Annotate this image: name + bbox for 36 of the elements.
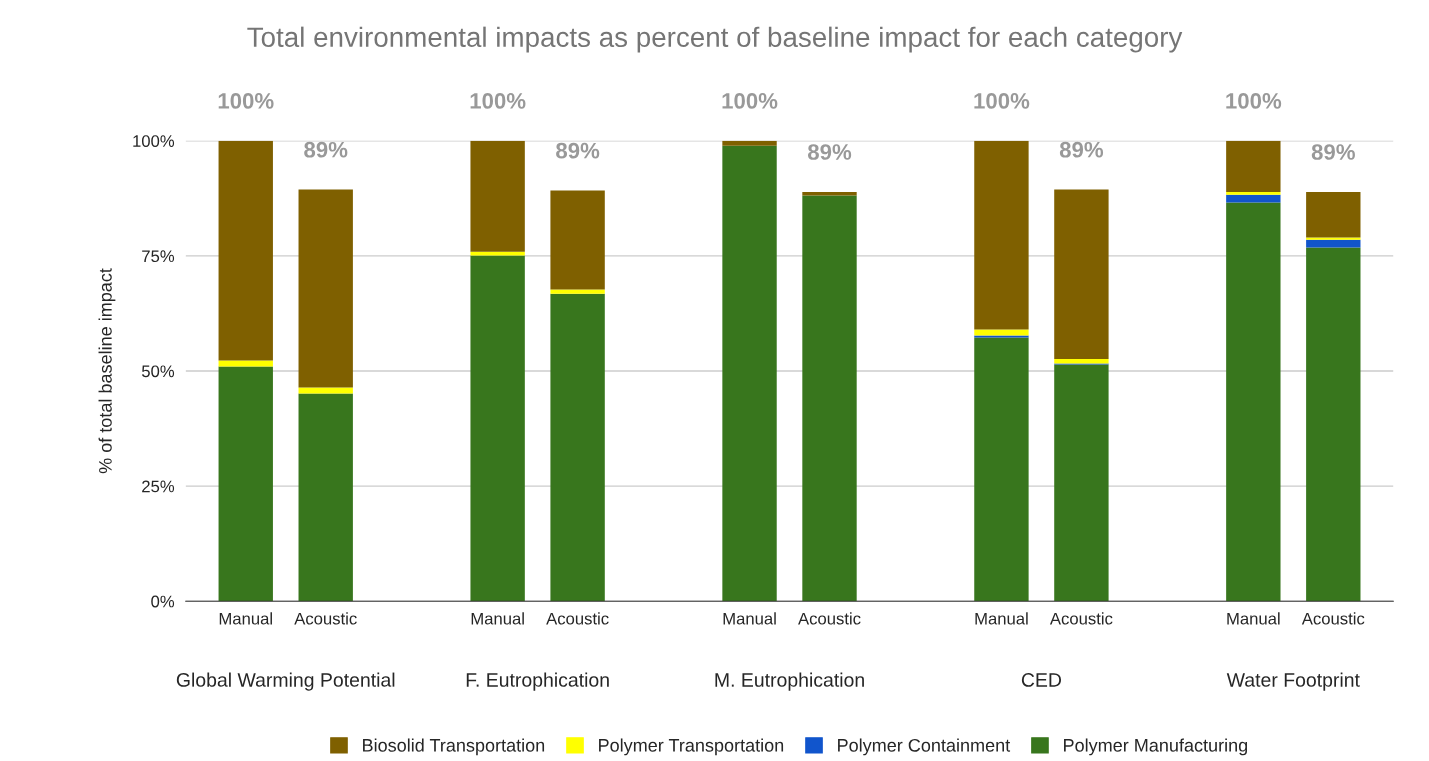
text: Water Footprint <box>1226 672 1360 691</box>
x-tick-label: Manual <box>723 612 776 625</box>
x-tick-label: Manual <box>471 612 524 625</box>
x-tick-label: Manual <box>1227 612 1280 625</box>
legend-label: Polymer Transportation <box>599 738 784 756</box>
total-label: 89% <box>807 144 852 160</box>
text: Global Warming Potential <box>176 672 395 691</box>
x-tick-label: Acoustic <box>294 612 357 625</box>
y-tick-label: 75% <box>142 250 175 263</box>
total-label: 89% <box>304 141 348 158</box>
y-tick-label: 25% <box>142 480 175 493</box>
text: M. Eutrophication <box>715 672 864 691</box>
legend-label: Biosolid Transportation <box>363 738 545 756</box>
y-tick-label: 100% <box>133 135 175 147</box>
y-tick-label: 0% <box>151 595 175 608</box>
total-label: 100% <box>1226 93 1282 109</box>
y-tick-label: 50% <box>141 365 175 378</box>
text: CED <box>1021 673 1062 687</box>
legend-label: Polymer Manufacturing <box>1064 738 1248 756</box>
x-tick-label: Acoustic <box>546 612 609 625</box>
total-label: 89% <box>1059 141 1104 158</box>
x-tick-label: Acoustic <box>1301 612 1365 625</box>
total-label: 89% <box>556 142 600 159</box>
x-tick-label: Acoustic <box>798 612 861 625</box>
total-label: 100% <box>722 93 778 109</box>
y-axis-title: % of total baseline impact <box>98 268 116 474</box>
total-label: 100% <box>974 93 1030 109</box>
total-label: 89% <box>1311 144 1355 160</box>
legend-label: Polymer Containment <box>838 738 1011 756</box>
total-label: 100% <box>470 93 526 109</box>
total-label: 100% <box>218 93 274 109</box>
text: F. Eutrophication <box>466 672 609 691</box>
x-tick-label: Acoustic <box>1049 612 1113 625</box>
x-tick-label: Manual <box>219 612 272 625</box>
chart-title: Total environmental impacts as percent of baseline impact for each category <box>247 26 1183 53</box>
x-tick-label: Manual <box>975 612 1028 625</box>
